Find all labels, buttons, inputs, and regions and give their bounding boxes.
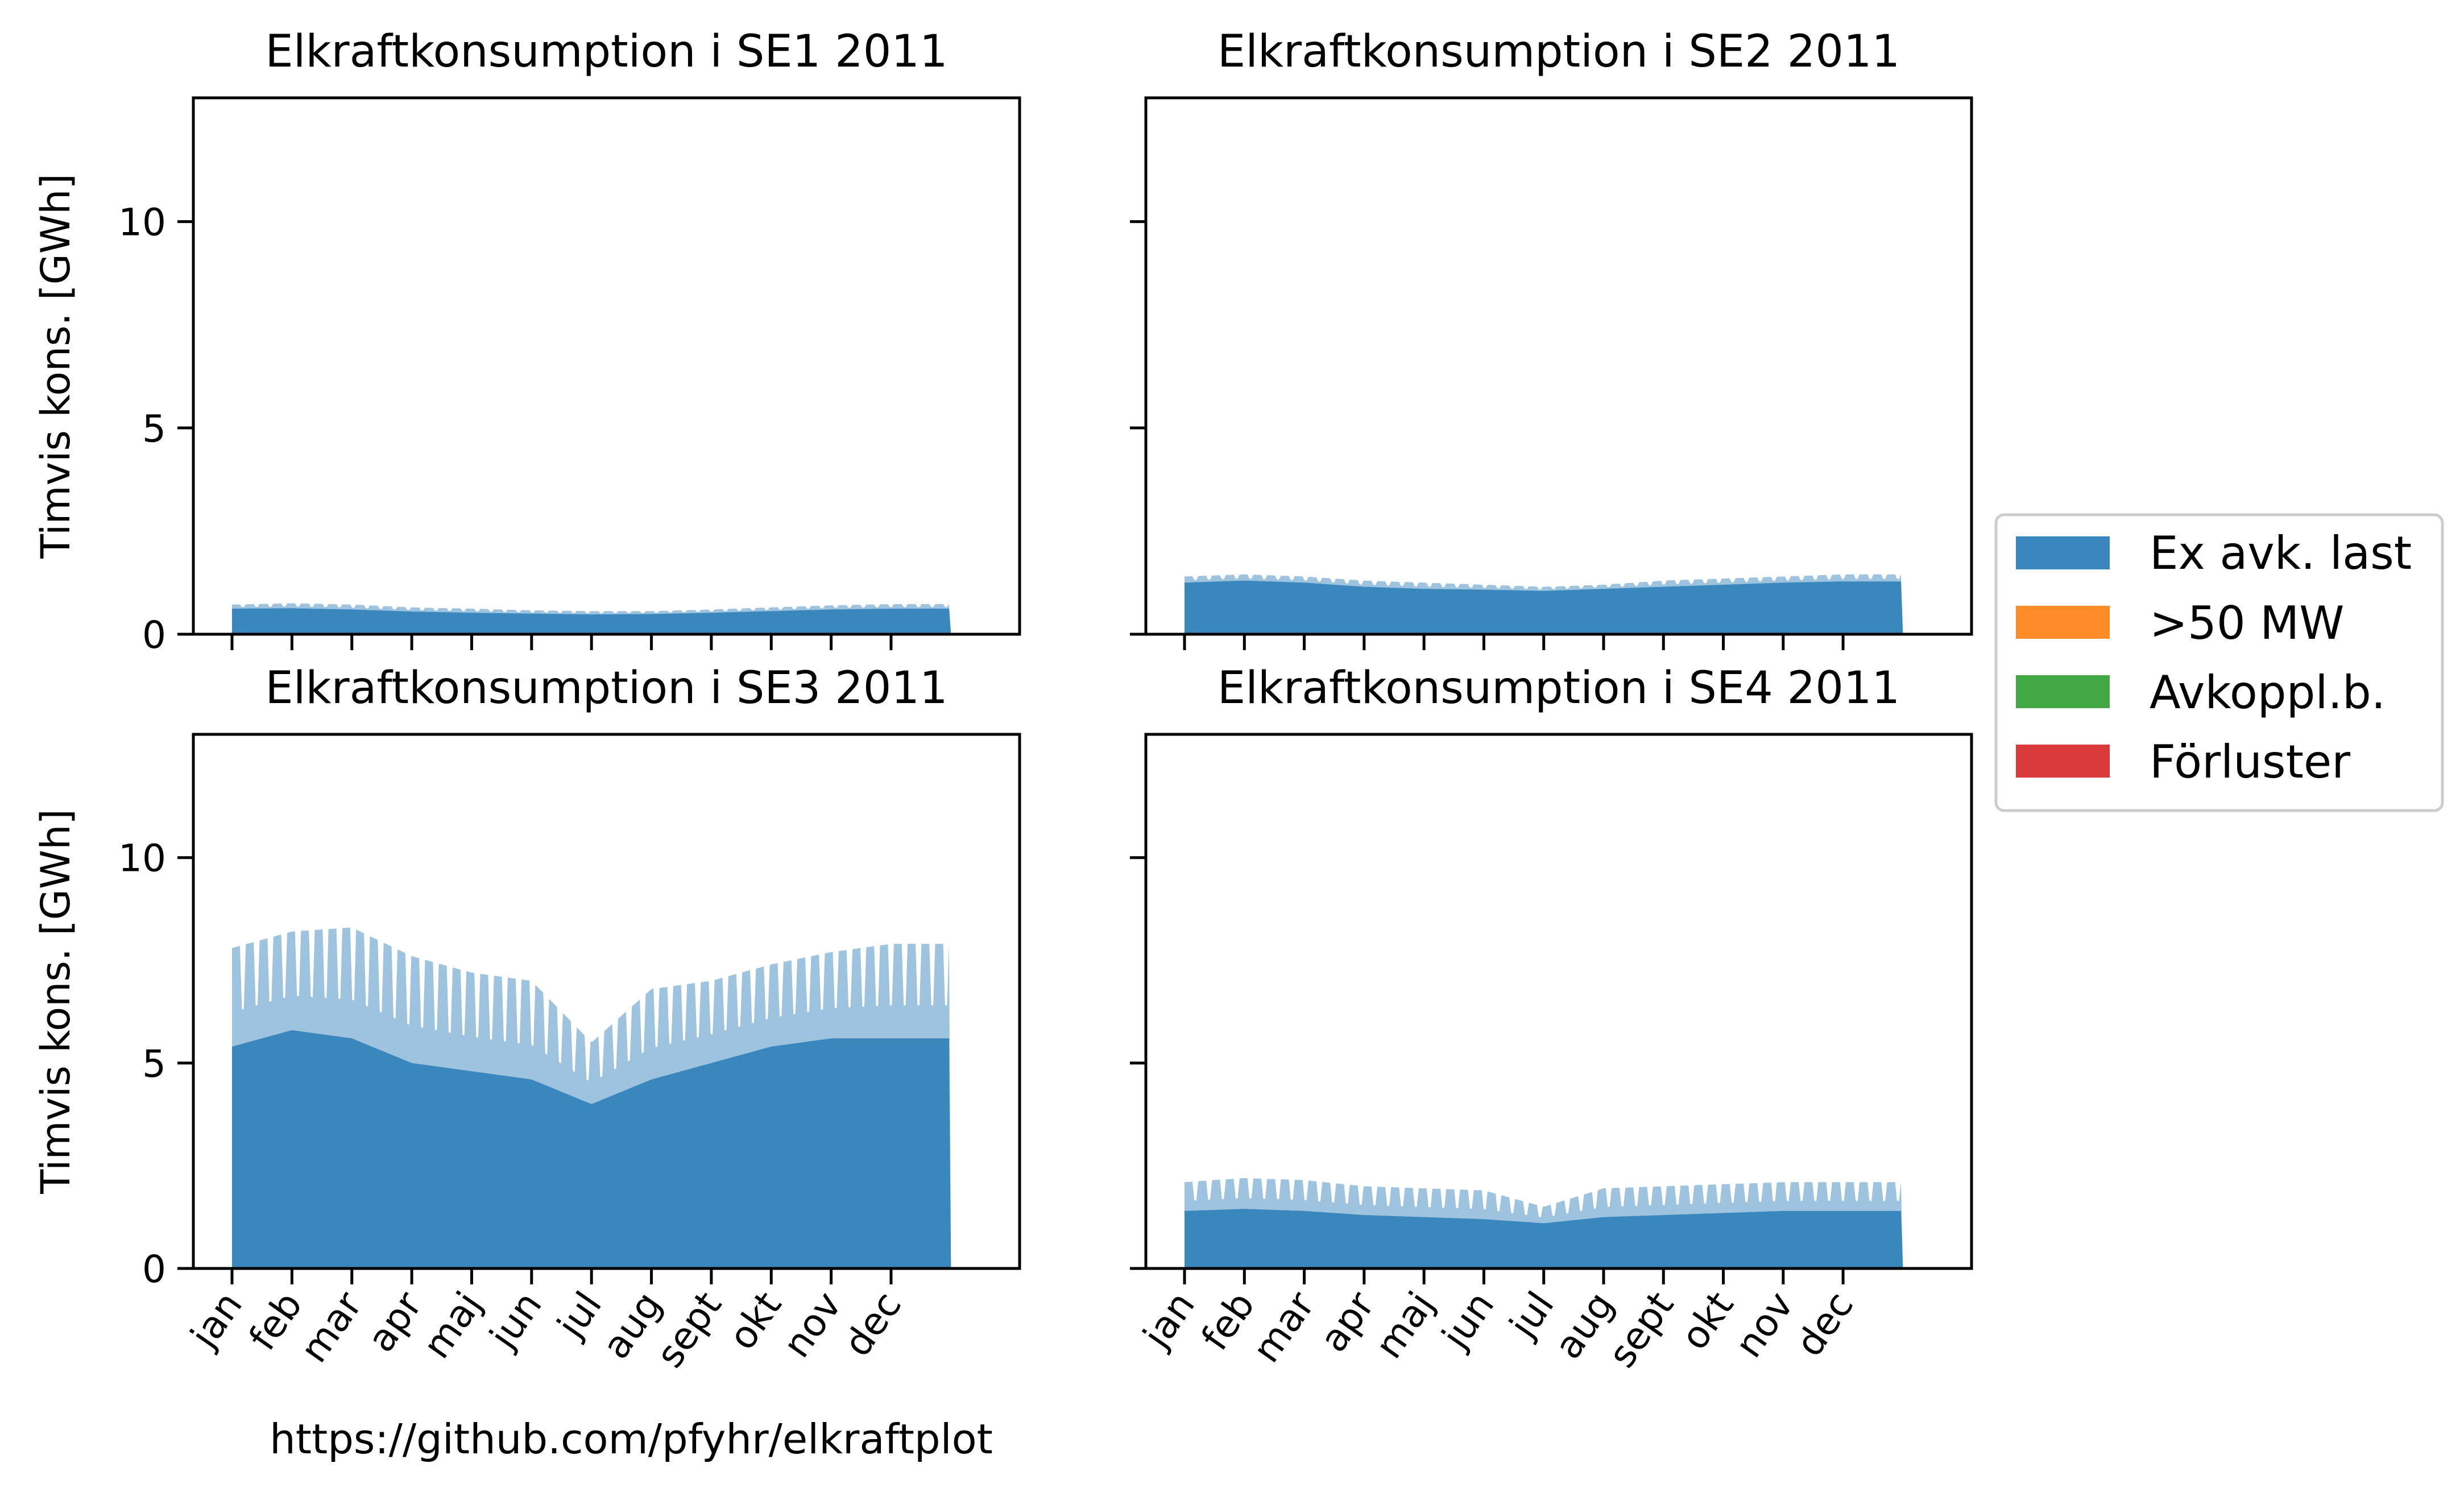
series-ex-avk-last-area bbox=[1185, 1209, 1903, 1268]
legend-frame bbox=[1994, 513, 2444, 812]
plot-frame bbox=[192, 96, 1021, 636]
y-axis-label: Timvis kons. [GWh] bbox=[32, 173, 79, 559]
series-ex-avk-last-area bbox=[232, 608, 951, 634]
legend-label-ex-avk-last: Ex avk. last bbox=[2150, 527, 2412, 580]
plot-frame bbox=[1144, 733, 1973, 1270]
chart-panel: Elkraftkonsumption i SE2 2011 bbox=[1130, 26, 1973, 650]
y-tick-label: 10 bbox=[118, 837, 166, 881]
source-url: https://github.com/pfyhr/elkraftplot bbox=[270, 1415, 993, 1463]
legend-label-forluster: Förluster bbox=[2150, 735, 2350, 788]
series-ex-avk-last-area bbox=[1185, 580, 1903, 634]
plot-frame bbox=[192, 733, 1021, 1270]
legend-swatch-forluster bbox=[2016, 745, 2110, 778]
legend-swatch-avkoppl bbox=[2016, 675, 2110, 708]
panel-title: Elkraftkonsumption i SE3 2011 bbox=[265, 663, 947, 714]
legend-label-over-50mw: >50 MW bbox=[2150, 597, 2344, 650]
y-tick-label: 0 bbox=[142, 1247, 166, 1291]
series-ex-avk-last-area bbox=[232, 1030, 951, 1268]
y-axis-label: Timvis kons. [GWh] bbox=[32, 809, 79, 1194]
legend-swatch-over-50mw bbox=[2016, 606, 2110, 639]
panel-title: Elkraftkonsumption i SE2 2011 bbox=[1217, 26, 1900, 77]
plot-frame bbox=[1144, 96, 1973, 636]
panel-title: Elkraftkonsumption i SE4 2011 bbox=[1217, 663, 1900, 714]
y-tick-label: 0 bbox=[142, 613, 166, 657]
panel-title: Elkraftkonsumption i SE1 2011 bbox=[265, 26, 947, 77]
legend: Ex avk. last >50 MW Avkoppl.b. Förluster bbox=[1994, 513, 2444, 812]
chart-panels: Elkraftkonsumption i SE1 2011 0 5 10 Timvis … bbox=[32, 26, 1973, 1375]
y-tick-label: 5 bbox=[142, 1042, 166, 1086]
legend-swatch-ex-avk-last bbox=[2016, 536, 2110, 569]
legend-label-avkoppl: Avkoppl.b. bbox=[2150, 666, 2386, 719]
y-tick-label: 5 bbox=[142, 407, 166, 451]
y-tick-label: 10 bbox=[118, 201, 166, 245]
chart-panel: Elkraftkonsumption i SE1 2011 0 5 10 Timvis … bbox=[32, 26, 1021, 657]
